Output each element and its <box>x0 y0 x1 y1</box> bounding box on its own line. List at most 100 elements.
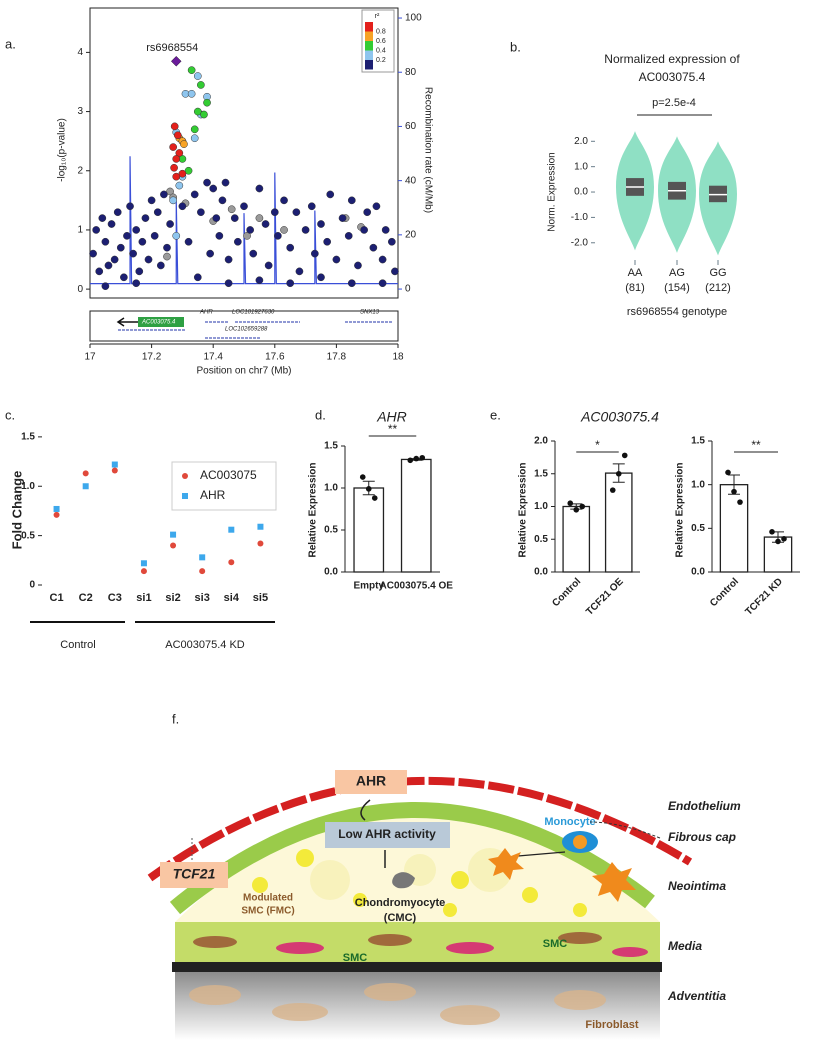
snp-point <box>270 208 279 217</box>
snp-point <box>246 226 255 234</box>
snp-point <box>280 226 288 234</box>
snp-point <box>138 237 147 246</box>
point <box>573 506 580 513</box>
panel-label: f. <box>172 711 179 726</box>
starburst <box>488 848 524 880</box>
gene-highlight <box>138 317 184 327</box>
gene-label: SNX13 <box>360 310 380 316</box>
snp-point <box>180 140 188 148</box>
x-tick-label: Control <box>550 576 583 609</box>
title: AC003075.4 <box>639 70 706 84</box>
fibroblast-label: Fibroblast <box>585 1019 639 1031</box>
square <box>199 554 206 561</box>
y2-tick-label: 40 <box>405 175 417 186</box>
point <box>737 499 743 505</box>
lipid-dots <box>252 849 587 917</box>
snp-point <box>92 226 101 234</box>
point <box>725 469 731 476</box>
legend-label: 0.4 <box>376 47 386 54</box>
ahr-label: AHR <box>356 773 386 789</box>
snp-point <box>369 243 378 252</box>
y-tick-label: 0.5 <box>534 534 548 545</box>
snp-point <box>184 237 193 246</box>
snp-point <box>286 279 295 288</box>
layer-label: Adventitia <box>667 989 726 1003</box>
snp-point <box>378 279 387 288</box>
y-tick-label: 1.0 <box>574 161 588 172</box>
bar <box>604 472 633 573</box>
annotation: p=2.5e-4 <box>652 97 696 109</box>
fibrous-cap <box>169 802 655 915</box>
arrows <box>360 799 386 868</box>
x-tick-label: si5 <box>253 592 268 604</box>
snp-point <box>378 255 387 264</box>
snp-point <box>144 255 153 264</box>
dot <box>257 540 264 547</box>
x-tick-label: 17 <box>84 352 96 363</box>
snp-point <box>169 196 178 205</box>
snp-point <box>172 172 181 181</box>
snp-point <box>387 237 396 246</box>
recombination-line <box>90 156 398 285</box>
snp-point <box>280 196 288 205</box>
y2-tick-label: 20 <box>405 229 417 240</box>
fmc-label: SMC (FMC) <box>241 906 294 917</box>
y-tick-label: 1.0 <box>691 479 705 490</box>
y-tick-label: -2.0 <box>571 237 589 248</box>
snp-point <box>193 107 202 116</box>
y-tick-label: 0.0 <box>534 567 548 578</box>
legend-box <box>171 461 277 511</box>
panel-label: b. <box>510 39 521 54</box>
x-tick-label: si1 <box>136 592 151 604</box>
legend-swatch <box>365 31 373 41</box>
y-tick-label: 2.0 <box>534 436 548 447</box>
snp-point <box>326 190 335 199</box>
snp-point <box>391 267 399 276</box>
y-axis-label: Relative Expression <box>308 462 319 557</box>
snp-point <box>240 202 248 211</box>
snp-point <box>126 202 134 211</box>
legend-label: 0.8 <box>376 28 386 35</box>
annotation: ** <box>388 422 398 436</box>
snp-point <box>209 184 218 193</box>
point <box>413 455 420 462</box>
x-tick-label: TCF21 KD <box>743 576 785 618</box>
point <box>781 536 787 542</box>
snp-point <box>193 273 202 282</box>
square <box>257 523 264 530</box>
point <box>615 470 622 477</box>
fibroblast-cells <box>189 983 606 1025</box>
snp-point <box>170 122 179 131</box>
y-tick-label: 1.5 <box>691 436 705 447</box>
x-tick-label: Control <box>708 576 741 609</box>
y-tick-label: 0.5 <box>324 525 338 536</box>
snp-point <box>175 149 184 157</box>
dot <box>228 559 235 566</box>
snp-point <box>175 181 184 190</box>
dot <box>140 568 147 575</box>
snp-point <box>116 243 125 252</box>
arrow <box>517 851 566 857</box>
snp-point <box>187 89 196 98</box>
square <box>228 526 235 533</box>
snp-point <box>129 249 137 258</box>
elastic-lamina <box>172 962 662 972</box>
snp-point <box>203 98 211 107</box>
snp-point <box>132 226 141 234</box>
low-ahr-box <box>325 822 450 848</box>
annotation: * <box>595 438 600 452</box>
snp-point <box>218 196 227 205</box>
count-label: (154) <box>664 282 690 294</box>
snp-point <box>163 243 171 252</box>
y-tick-label: 1.5 <box>534 468 548 479</box>
square <box>170 531 177 538</box>
legend-swatch <box>365 22 373 32</box>
snp-point <box>347 279 356 288</box>
dot <box>53 511 60 518</box>
y-tick-label: 0 <box>29 580 35 591</box>
y-tick-label: 0.0 <box>574 187 588 198</box>
snp-point <box>178 169 187 178</box>
point <box>359 474 366 480</box>
snp-point <box>104 261 113 270</box>
